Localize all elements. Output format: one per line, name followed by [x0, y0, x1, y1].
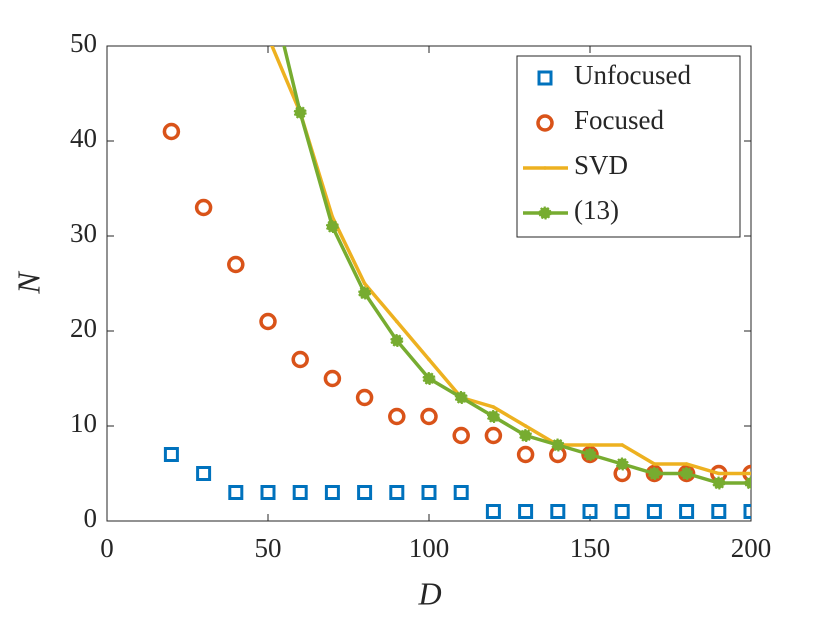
- star-marker: [583, 448, 597, 461]
- y-tick-label: 10: [70, 408, 97, 438]
- circle-marker: [355, 388, 374, 407]
- legend-label: Unfocused: [574, 60, 691, 90]
- y-axis-label: N: [10, 271, 46, 295]
- y-tick-label: 20: [70, 313, 97, 343]
- x-tick-label: 50: [255, 533, 282, 563]
- square-marker: [550, 504, 566, 519]
- series-line: [282, 46, 751, 485]
- circle-marker: [452, 426, 470, 445]
- dot-marker: [620, 443, 624, 447]
- circle-marker: [516, 445, 535, 464]
- circle-marker: [227, 255, 245, 274]
- circle-marker: [194, 198, 213, 217]
- legend-marker: [543, 166, 547, 170]
- x-axis-label: D: [417, 575, 441, 611]
- x-tick-label: 200: [731, 533, 772, 563]
- square-marker: [518, 504, 534, 519]
- dot-marker: [684, 462, 689, 466]
- plot-area: [162, 46, 751, 519]
- square-marker: [228, 485, 244, 500]
- legend-marker: [537, 70, 553, 86]
- plot-frame: [106, 45, 752, 522]
- star-marker: [680, 467, 694, 480]
- star-marker: [551, 438, 565, 452]
- circle-marker: [388, 407, 406, 426]
- dot-marker: [427, 357, 431, 362]
- circle-marker: [259, 312, 277, 331]
- legend-box: [516, 55, 741, 238]
- dot-marker: [749, 471, 751, 476]
- legend-label: SVD: [574, 150, 628, 180]
- x-tick-label: 100: [409, 533, 450, 563]
- square-marker: [163, 447, 179, 462]
- star-marker: [293, 106, 307, 119]
- square-marker: [196, 466, 212, 481]
- circle-marker: [291, 350, 309, 369]
- square-marker: [711, 504, 727, 519]
- y-tick-label: 30: [70, 218, 97, 248]
- y-tick-label: 50: [70, 28, 97, 58]
- star-marker: [519, 429, 533, 442]
- square-marker: [614, 504, 630, 519]
- star-marker: [744, 476, 751, 490]
- circle-marker: [581, 445, 599, 464]
- x-tick-label: 150: [570, 533, 611, 563]
- legend-marker: [536, 114, 554, 132]
- star-marker: [390, 334, 404, 347]
- square-marker: [646, 504, 662, 519]
- star-marker: [712, 476, 726, 490]
- dot-marker: [491, 405, 496, 409]
- star-marker: [325, 220, 339, 233]
- circle-marker: [484, 426, 503, 445]
- square-marker: [582, 504, 598, 519]
- dot-marker: [395, 319, 399, 324]
- square-marker: [324, 485, 340, 500]
- square-marker: [485, 504, 501, 519]
- circle-marker: [323, 369, 342, 388]
- legend-label: Focused: [574, 105, 664, 135]
- square-marker: [743, 504, 751, 519]
- dot-marker: [588, 443, 592, 447]
- dot-marker: [523, 424, 528, 428]
- square-marker: [292, 485, 308, 500]
- dot-marker: [362, 281, 367, 286]
- star-marker: [358, 286, 372, 300]
- square-marker: [260, 485, 276, 500]
- circle-marker: [162, 122, 181, 141]
- circle-marker: [420, 407, 438, 426]
- dot-marker: [717, 471, 721, 476]
- square-marker: [453, 485, 469, 500]
- star-marker: [422, 372, 436, 385]
- y-tick-label: 40: [70, 123, 97, 153]
- x-tick-label: 0: [100, 533, 114, 563]
- square-marker: [421, 485, 437, 500]
- legend-label: (13): [574, 195, 619, 225]
- dot-marker: [652, 462, 657, 466]
- star-marker: [647, 467, 661, 480]
- square-marker: [357, 485, 373, 500]
- star-marker: [615, 457, 629, 471]
- star-marker: [454, 391, 468, 404]
- star-marker: [486, 410, 500, 423]
- y-tick-label: 0: [84, 503, 98, 533]
- square-marker: [389, 485, 405, 500]
- series-line: [270, 46, 751, 476]
- square-marker: [679, 504, 695, 519]
- legend-marker: [538, 206, 552, 220]
